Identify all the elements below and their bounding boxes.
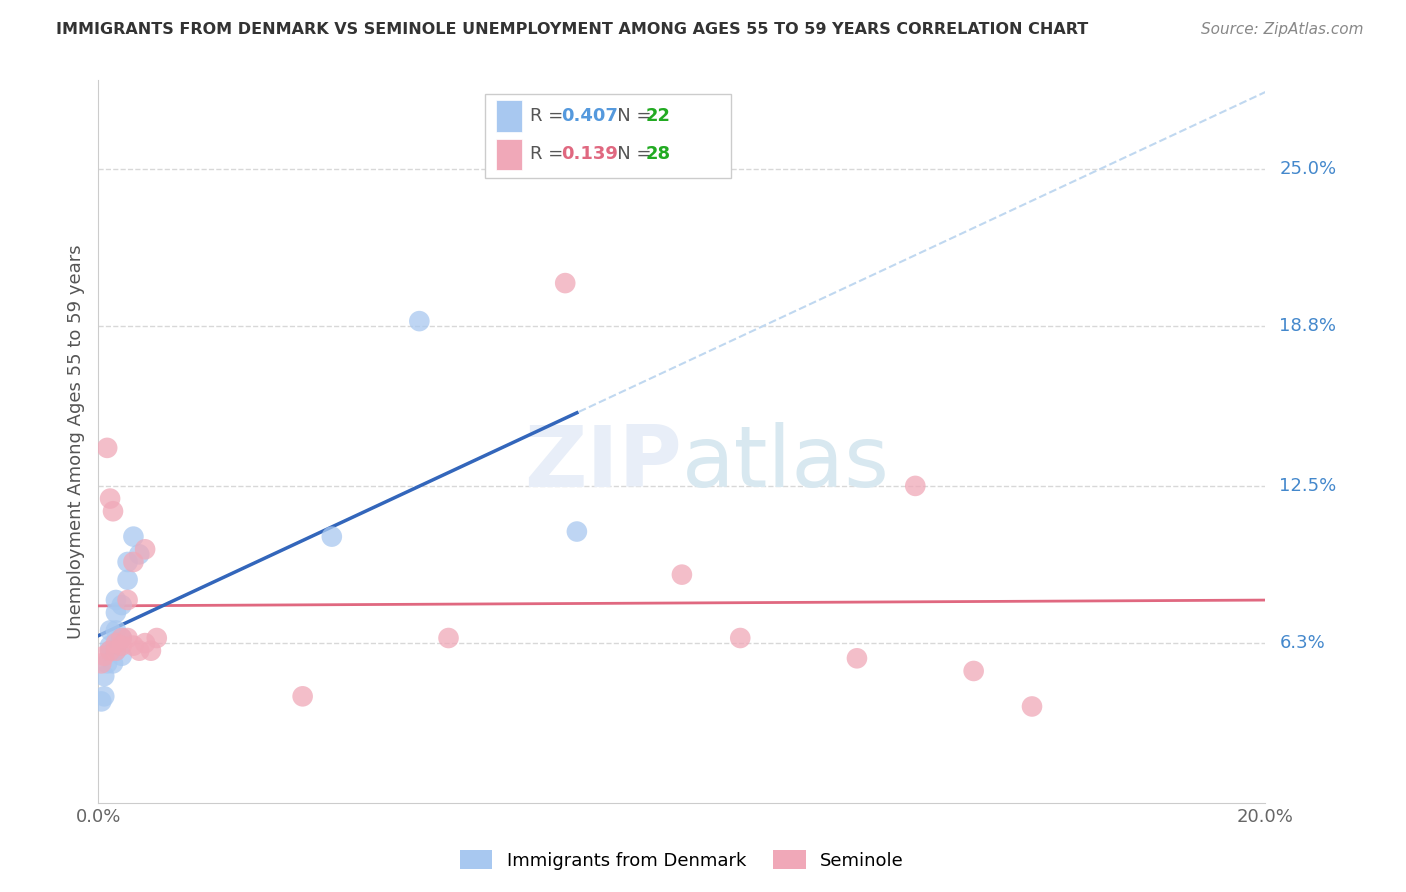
Point (111, 598, 134, 612)
Point (437, 631, 460, 645)
Text: R =: R = (530, 145, 575, 163)
Point (846, 651, 869, 665)
Point (321, 530, 343, 544)
Point (90, 657, 112, 671)
Point (111, 648, 134, 663)
Point (671, 567, 693, 582)
Point (408, 314, 430, 328)
Point (104, 643, 127, 657)
Point (134, 542, 156, 557)
Y-axis label: Unemployment Among Ages 55 to 59 years: Unemployment Among Ages 55 to 59 years (66, 244, 84, 639)
Text: IMMIGRANTS FROM DENMARK VS SEMINOLE UNEMPLOYMENT AMONG AGES 55 TO 59 YEARS CORRE: IMMIGRANTS FROM DENMARK VS SEMINOLE UNEM… (56, 22, 1088, 37)
Text: 25.0%: 25.0% (1279, 160, 1337, 178)
Text: 28: 28 (645, 145, 671, 163)
Text: 22: 22 (645, 107, 671, 125)
Text: 0.139: 0.139 (561, 145, 617, 163)
Point (101, 504, 124, 518)
Point (98, 639, 121, 653)
Point (146, 631, 169, 645)
Point (111, 631, 134, 645)
Point (117, 631, 139, 645)
Point (98, 491, 121, 506)
Text: 18.8%: 18.8% (1279, 318, 1336, 335)
Point (117, 555, 139, 569)
Point (122, 639, 145, 653)
Text: N =: N = (600, 107, 658, 125)
Point (291, 690, 314, 704)
Text: ZIP: ZIP (524, 422, 682, 505)
Point (93, 669, 115, 683)
Point (554, 276, 576, 290)
Text: atlas: atlas (682, 422, 890, 505)
Point (565, 524, 588, 539)
Point (101, 657, 124, 671)
Point (730, 631, 752, 645)
Legend: Immigrants from Denmark, Seminole: Immigrants from Denmark, Seminole (453, 843, 911, 877)
Text: N =: N = (600, 145, 658, 163)
Point (98, 643, 121, 657)
Point (104, 636, 127, 650)
Point (128, 643, 150, 657)
Point (122, 530, 145, 544)
Point (1021, 699, 1043, 714)
Point (117, 593, 139, 607)
Point (93, 690, 115, 704)
Text: Source: ZipAtlas.com: Source: ZipAtlas.com (1201, 22, 1364, 37)
Point (96, 441, 118, 455)
Point (104, 606, 127, 620)
Point (962, 664, 984, 678)
Point (93, 648, 115, 663)
Text: 0.407: 0.407 (561, 107, 617, 125)
Text: R =: R = (530, 107, 569, 125)
Text: 12.5%: 12.5% (1279, 477, 1337, 495)
Point (139, 643, 162, 657)
Point (111, 639, 134, 653)
Point (104, 643, 127, 657)
Point (98, 624, 121, 638)
Point (122, 555, 145, 569)
Point (96, 657, 118, 671)
Point (104, 593, 127, 607)
Point (128, 547, 150, 561)
Point (104, 624, 127, 638)
Point (98, 643, 121, 657)
Point (117, 573, 139, 587)
Text: 6.3%: 6.3% (1279, 634, 1324, 652)
Point (111, 631, 134, 645)
Point (904, 479, 927, 493)
Point (90, 694, 112, 708)
Point (134, 636, 156, 650)
